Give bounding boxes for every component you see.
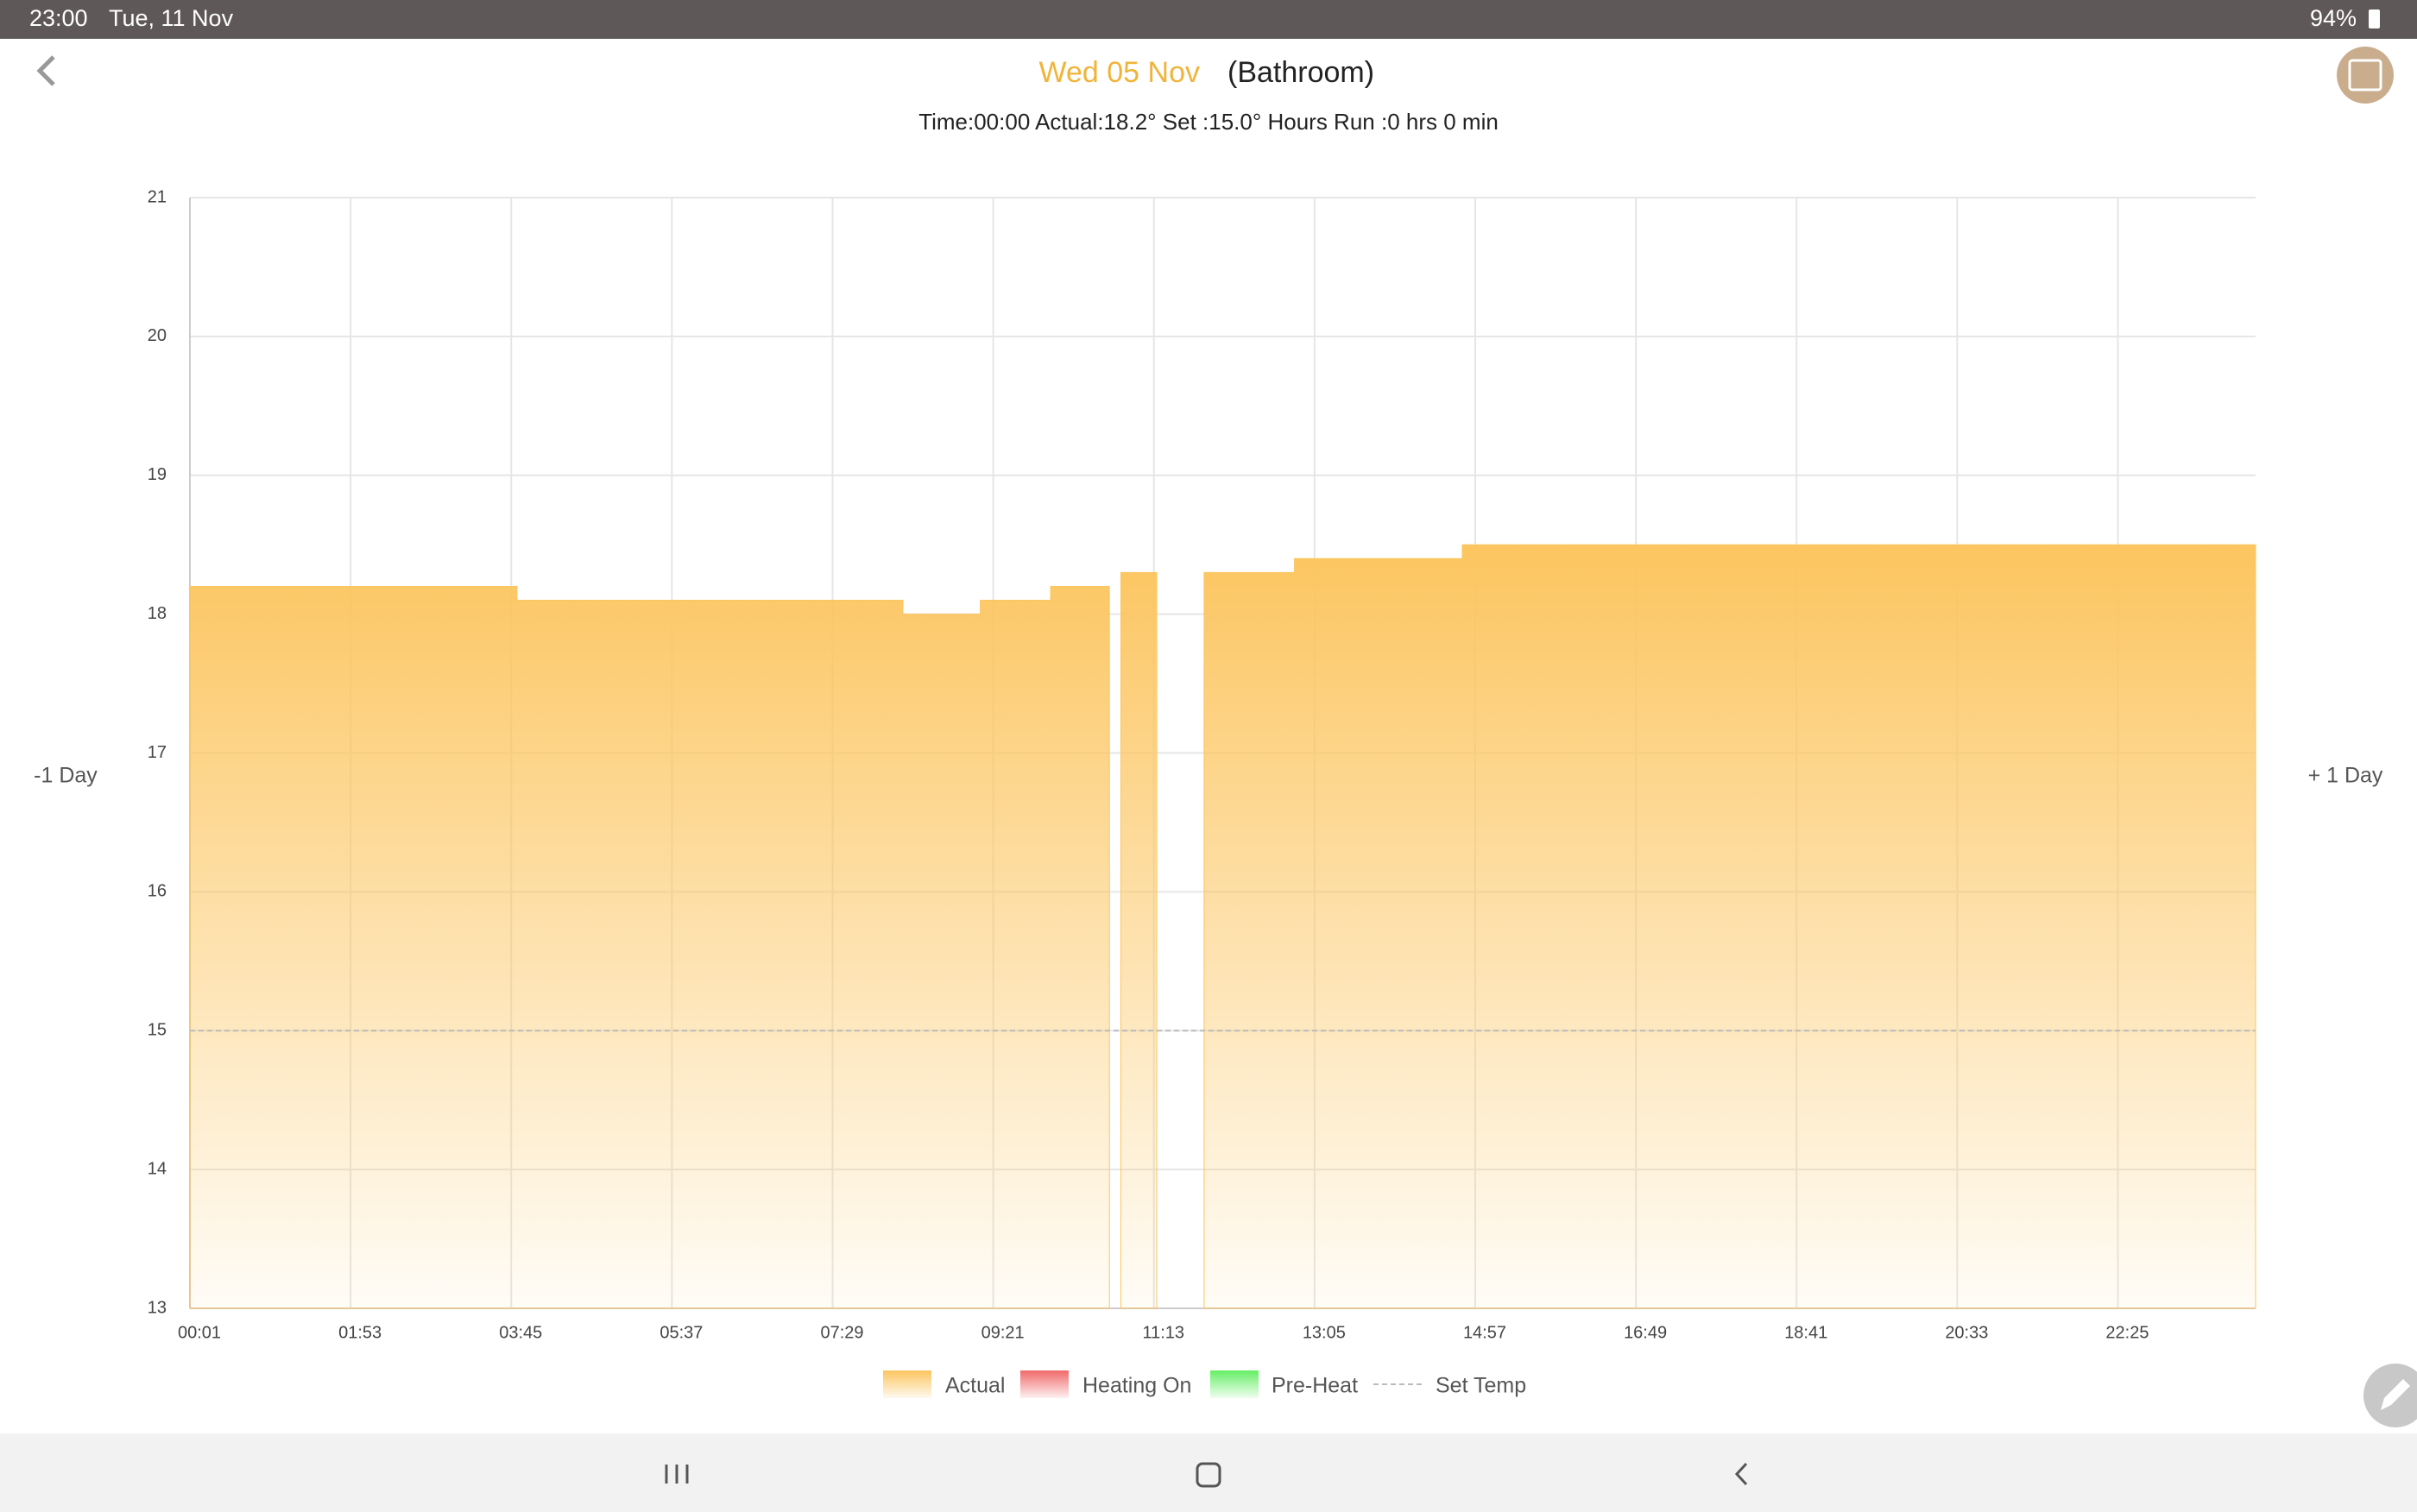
y-tick-label: 16 (148, 882, 167, 901)
legend-swatch (883, 1370, 931, 1398)
status-date: Tue, 11 Nov (109, 5, 234, 31)
x-tick-label: 14:57 (1463, 1323, 1506, 1342)
x-tick-label: 03:45 (499, 1323, 542, 1342)
home[interactable] (1196, 1462, 1221, 1488)
prev-day[interactable]: -1 Day (34, 764, 98, 788)
battery-icon (2369, 9, 2380, 28)
x-tick-label: 16:49 (1624, 1323, 1667, 1342)
status-bar (0, 0, 2417, 39)
x-tick-label: 07:29 (820, 1323, 863, 1342)
y-tick-label: 17 (148, 743, 167, 762)
nav-buttons (665, 1462, 1748, 1488)
legend-label: Set Temp (1436, 1374, 1526, 1398)
y-tick-label: 15 (148, 1021, 167, 1040)
x-tick-label: 18:41 (1784, 1323, 1827, 1342)
y-tick-label: 13 (148, 1298, 167, 1317)
header-room: (Bathroom) (1227, 56, 1374, 89)
nav-bar (0, 1433, 2417, 1512)
legend-swatch (1020, 1370, 1069, 1398)
next-day[interactable]: + 1 Day (2308, 764, 2383, 788)
legend-label: Heating On (1082, 1374, 1191, 1398)
x-tick-label: 22:25 (2105, 1323, 2149, 1342)
actual-area (189, 544, 2256, 1309)
calendar-button[interactable] (2337, 47, 2394, 104)
x-tick-label: 11:13 (1142, 1323, 1184, 1342)
legend-swatch (1210, 1370, 1259, 1398)
y-tick-label: 19 (148, 465, 167, 484)
edit-icon (2381, 1379, 2410, 1410)
y-tick-label: 21 (148, 187, 167, 206)
recent-apps[interactable] (665, 1465, 689, 1484)
legend-label: Actual (945, 1374, 1005, 1398)
x-tick-label: 13:05 (1303, 1323, 1346, 1342)
chart: 13 14 15 16 17 18 19 20 21 00:01 01:53 03:45 05:37 07… (148, 187, 2256, 1398)
status-battery: 94% (2310, 5, 2357, 31)
header-info: Time:00:00 Actual:18.2° Set :15.0° Hours… (918, 109, 1499, 135)
status-time: 23:00 (29, 5, 88, 31)
x-tick-label: 20:33 (1945, 1323, 1988, 1342)
x-tick-label: 00:01 (178, 1323, 221, 1342)
y-tick-label: 20 (148, 326, 167, 345)
calendar-icon (2348, 59, 2382, 91)
x-tick-label: 09:21 (981, 1323, 1025, 1342)
back-button[interactable] (36, 55, 55, 86)
y-tick-label: 14 (148, 1159, 167, 1178)
x-tick-label: 01:53 (338, 1323, 382, 1342)
calendar-circle (2337, 47, 2394, 104)
y-tick-label: 18 (148, 604, 167, 623)
x-tick-label: 05:37 (659, 1323, 703, 1342)
legend-label: Pre-Heat (1272, 1374, 1358, 1398)
header-date: Wed 05 Nov (1039, 56, 1200, 89)
back[interactable] (1734, 1462, 1748, 1486)
edit-button[interactable] (2363, 1364, 2417, 1427)
